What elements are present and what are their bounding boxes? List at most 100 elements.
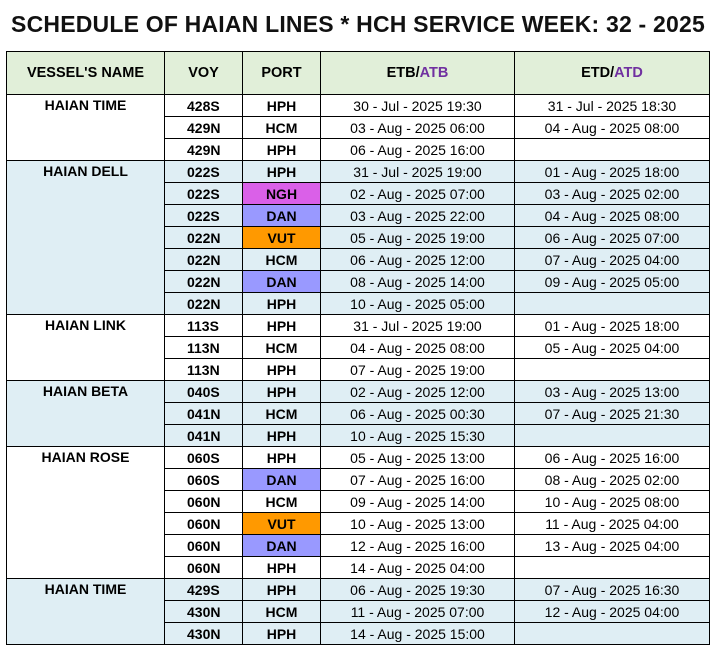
- vessel-name-cell: HAIAN LINK: [6, 314, 165, 381]
- etb-cell: 08 - Aug - 2025 14:00: [320, 270, 515, 293]
- table-row: 060N DAN 12 - Aug - 2025 16:00 13 - Aug - 2…: [7, 534, 710, 557]
- table-row: 430N HPH 14 - Aug - 2025 15:00: [7, 622, 710, 645]
- etb-cell: 10 - Aug - 2025 05:00: [320, 292, 515, 315]
- table-row: 022N VUT 05 - Aug - 2025 19:00 06 - Aug - 2…: [7, 226, 710, 249]
- etd-cell: 03 - Aug - 2025 13:00: [514, 380, 710, 403]
- etd-cell: 10 - Aug - 2025 08:00: [514, 490, 710, 513]
- etd-cell: 11 - Aug - 2025 04:00: [514, 512, 710, 535]
- header-row: VESSEL'S NAME VOY PORT ETB/ATB ETD/ATD: [6, 51, 710, 95]
- header-etb-label: ETB/: [386, 65, 420, 81]
- port-cell: VUT: [242, 226, 321, 249]
- header-etb: ETB/ATB: [320, 51, 515, 95]
- table-row: HAIAN TIME 429S HPH 06 - Aug - 2025 19:30 07…: [6, 578, 710, 645]
- voy-cell: 429N: [164, 116, 243, 139]
- table-row: 060S DAN 07 - Aug - 2025 16:00 08 - Aug - 2…: [7, 468, 710, 491]
- table-row: HAIAN BETA 040S HPH 02 - Aug - 2025 12:00 03…: [6, 380, 710, 447]
- page-title: SCHEDULE OF HAIAN LINES * HCH SERVICE WE…: [11, 11, 705, 37]
- etb-cell: 03 - Aug - 2025 06:00: [320, 116, 515, 139]
- etb-cell: 06 - Aug - 2025 00:30: [320, 402, 515, 425]
- etd-cell: 03 - Aug - 2025 02:00: [514, 182, 710, 205]
- voy-cell: 022N: [164, 292, 243, 315]
- etd-cell: 08 - Aug - 2025 02:00: [514, 468, 710, 491]
- port-cell: HPH: [242, 94, 321, 117]
- schedule-body: HAIAN TIME 428S HPH 30 - Jul - 2025 19:30 31…: [6, 94, 710, 645]
- vessel-name-cell: HAIAN TIME: [6, 578, 165, 645]
- etd-cell: 04 - Aug - 2025 08:00: [514, 116, 710, 139]
- etb-cell: 10 - Aug - 2025 13:00: [320, 512, 515, 535]
- table-row: 022N HCM 06 - Aug - 2025 12:00 07 - Aug - 2…: [7, 248, 710, 271]
- voy-cell: 060N: [164, 512, 243, 535]
- etb-cell: 05 - Aug - 2025 13:00: [320, 446, 515, 469]
- voy-cell: 113N: [164, 358, 243, 381]
- etd-cell: 01 - Aug - 2025 18:00: [514, 160, 710, 183]
- header-vessel-name: VESSEL'S NAME: [6, 51, 165, 95]
- port-cell: HPH: [242, 358, 321, 381]
- etb-cell: 12 - Aug - 2025 16:00: [320, 534, 515, 557]
- voy-cell: 022S: [164, 160, 243, 183]
- table-row: 041N HPH 10 - Aug - 2025 15:30: [7, 424, 710, 447]
- port-cell: HCM: [242, 490, 321, 513]
- etd-cell: 06 - Aug - 2025 16:00: [514, 446, 710, 469]
- table-row: 060N HCM 09 - Aug - 2025 14:00 10 - Aug - 2…: [7, 490, 710, 513]
- etb-cell: 02 - Aug - 2025 07:00: [320, 182, 515, 205]
- table-row: HAIAN ROSE 060S HPH 05 - Aug - 2025 13:00 06…: [6, 446, 710, 579]
- etd-cell: [514, 138, 710, 161]
- port-cell: HCM: [242, 248, 321, 271]
- etb-cell: 06 - Aug - 2025 19:30: [320, 578, 515, 601]
- header-etd: ETD/ATD: [514, 51, 710, 95]
- port-cell: HPH: [242, 622, 321, 645]
- port-cell: HPH: [242, 424, 321, 447]
- table-row: HAIAN DELL 022S HPH 31 - Jul - 2025 19:00 01…: [6, 160, 710, 315]
- voy-cell: 430N: [164, 622, 243, 645]
- etb-cell: 14 - Aug - 2025 15:00: [320, 622, 515, 645]
- voy-cell: 041N: [164, 424, 243, 447]
- port-cell: HPH: [242, 314, 321, 337]
- vessel-name-cell: HAIAN ROSE: [6, 446, 165, 579]
- etb-cell: 31 - Jul - 2025 19:00: [320, 314, 515, 337]
- table-row: 022S NGH 02 - Aug - 2025 07:00 03 - Aug - 2…: [7, 182, 710, 205]
- table-row: HAIAN TIME 428S HPH 30 - Jul - 2025 19:30 31…: [6, 94, 710, 161]
- voy-cell: 022N: [164, 248, 243, 271]
- etd-cell: 04 - Aug - 2025 08:00: [514, 204, 710, 227]
- etb-cell: 09 - Aug - 2025 14:00: [320, 490, 515, 513]
- voy-cell: 060S: [164, 446, 243, 469]
- etd-cell: 09 - Aug - 2025 05:00: [514, 270, 710, 293]
- table-row: 429N HCM 03 - Aug - 2025 06:00 04 - Aug - 2…: [7, 116, 710, 139]
- voy-cell: 060N: [164, 534, 243, 557]
- etb-cell: 06 - Aug - 2025 16:00: [320, 138, 515, 161]
- etd-cell: 12 - Aug - 2025 04:00: [514, 600, 710, 623]
- voy-cell: 429S: [164, 578, 243, 601]
- table-row: 022N HPH 10 - Aug - 2025 05:00: [7, 292, 710, 315]
- etd-cell: 06 - Aug - 2025 07:00: [514, 226, 710, 249]
- port-cell: NGH: [242, 182, 321, 205]
- table-row: 022N DAN 08 - Aug - 2025 14:00 09 - Aug - 2…: [7, 270, 710, 293]
- voy-cell: 113N: [164, 336, 243, 359]
- etb-cell: 30 - Jul - 2025 19:30: [320, 94, 515, 117]
- header-etd-label: ETD/: [581, 65, 615, 81]
- port-cell: HCM: [242, 402, 321, 425]
- etd-cell: 07 - Aug - 2025 16:30: [514, 578, 710, 601]
- voy-cell: 428S: [164, 94, 243, 117]
- vessel-name-cell: HAIAN DELL: [6, 160, 165, 315]
- port-cell: HPH: [242, 292, 321, 315]
- etb-cell: 02 - Aug - 2025 12:00: [320, 380, 515, 403]
- etb-cell: 03 - Aug - 2025 22:00: [320, 204, 515, 227]
- table-row: 113N HCM 04 - Aug - 2025 08:00 05 - Aug - 2…: [7, 336, 710, 359]
- voy-cell: 022S: [164, 204, 243, 227]
- etb-cell: 04 - Aug - 2025 08:00: [320, 336, 515, 359]
- header-port: PORT: [242, 51, 321, 95]
- voy-cell: 060N: [164, 490, 243, 513]
- voy-cell: 022N: [164, 270, 243, 293]
- etd-cell: 07 - Aug - 2025 04:00: [514, 248, 710, 271]
- port-cell: DAN: [242, 534, 321, 557]
- port-cell: DAN: [242, 270, 321, 293]
- voy-cell: 060S: [164, 468, 243, 491]
- vessel-name-cell: HAIAN TIME: [6, 94, 165, 161]
- etd-cell: 05 - Aug - 2025 04:00: [514, 336, 710, 359]
- etb-cell: 10 - Aug - 2025 15:30: [320, 424, 515, 447]
- etb-cell: 11 - Aug - 2025 07:00: [320, 600, 515, 623]
- etd-cell: 07 - Aug - 2025 21:30: [514, 402, 710, 425]
- etb-cell: 07 - Aug - 2025 16:00: [320, 468, 515, 491]
- header-voy: VOY: [164, 51, 243, 95]
- port-cell: DAN: [242, 468, 321, 491]
